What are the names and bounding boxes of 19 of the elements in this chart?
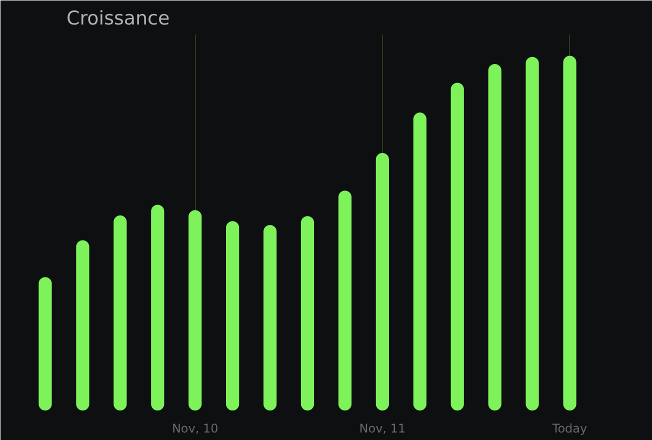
x-tick-label: Today	[551, 422, 588, 436]
bar	[188, 210, 202, 410]
bar	[38, 277, 52, 410]
bar	[300, 216, 314, 410]
bar	[76, 240, 90, 410]
bar	[413, 112, 426, 410]
bar	[488, 64, 502, 410]
bar	[114, 215, 127, 410]
bar	[563, 56, 576, 410]
bar	[526, 56, 539, 410]
x-tick-label: Nov, 10	[172, 422, 218, 436]
bar	[151, 204, 164, 410]
bar	[226, 221, 240, 410]
x-tick-label: Nov, 11	[359, 422, 406, 436]
bar	[450, 82, 464, 410]
bar	[376, 152, 389, 410]
bar	[263, 224, 277, 410]
chart-title: Croissance	[66, 8, 170, 30]
bar	[338, 190, 352, 410]
